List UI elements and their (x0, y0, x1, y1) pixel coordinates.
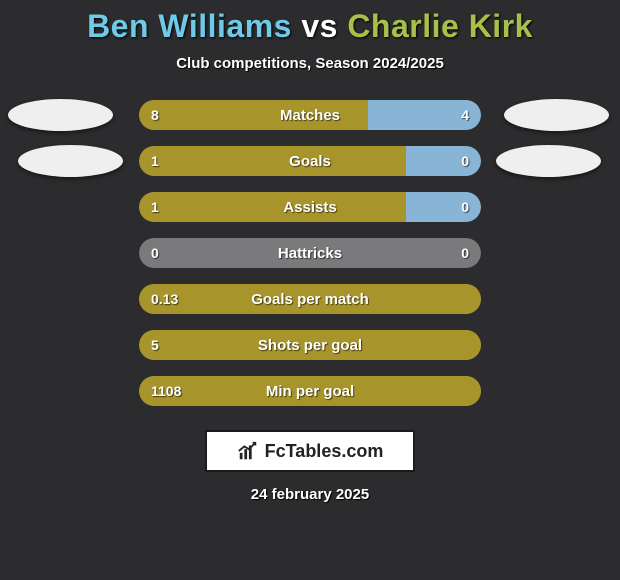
stat-row: Hattricks0 0 (0, 238, 620, 268)
stat-rows: Matches84Goals10Assists10Hattricks00Goal… (0, 100, 620, 406)
stat-value-right: 4 (461, 107, 469, 123)
stat-value-left: 0 (151, 245, 159, 261)
stat-label: Goals (139, 146, 481, 176)
stat-row: Goals per match0.13 (0, 284, 620, 314)
stat-label: Min per goal (139, 376, 481, 406)
player1-name: Ben Williams (87, 8, 292, 44)
stat-value-left: 8 (151, 107, 159, 123)
player2-badge (496, 145, 601, 177)
vs-text: vs (301, 8, 338, 44)
stat-bar: Assists1 0 (139, 192, 481, 222)
subtitle: Club competitions, Season 2024/2025 (0, 55, 620, 72)
stat-value-left: 1108 (151, 383, 181, 399)
date-text: 24 february 2025 (0, 486, 620, 503)
stat-value-right: 0 (461, 153, 469, 169)
stat-bar: Hattricks0 0 (139, 238, 481, 268)
stat-value-right: 0 (461, 245, 469, 261)
stat-label: Shots per goal (139, 330, 481, 360)
logo-text: FcTables.com (265, 441, 384, 462)
comparison-title: Ben Williams vs Charlie Kirk (0, 0, 620, 45)
chart-icon (237, 440, 259, 462)
fctables-logo: FcTables.com (205, 430, 415, 472)
stat-bar: Min per goal1108 (139, 376, 481, 406)
stat-row: Matches8 4 (0, 100, 620, 130)
stat-value-left: 0.13 (151, 291, 178, 307)
player1-badge (18, 145, 123, 177)
player1-badge (8, 99, 113, 131)
stat-row: Goals1 0 (0, 146, 620, 176)
stat-label: Matches (139, 100, 481, 130)
stat-value-left: 1 (151, 153, 159, 169)
stat-bar: Goals per match0.13 (139, 284, 481, 314)
stat-value-right: 0 (461, 199, 469, 215)
stat-row: Min per goal1108 (0, 376, 620, 406)
stat-row: Shots per goal5 (0, 330, 620, 360)
stat-row: Assists1 0 (0, 192, 620, 222)
stat-value-left: 1 (151, 199, 159, 215)
stat-label: Hattricks (139, 238, 481, 268)
stat-bar: Matches8 4 (139, 100, 481, 130)
stat-value-left: 5 (151, 337, 159, 353)
player2-badge (504, 99, 609, 131)
stat-label: Goals per match (139, 284, 481, 314)
stat-bar: Shots per goal5 (139, 330, 481, 360)
stat-label: Assists (139, 192, 481, 222)
player2-name: Charlie Kirk (347, 8, 533, 44)
stat-bar: Goals1 0 (139, 146, 481, 176)
